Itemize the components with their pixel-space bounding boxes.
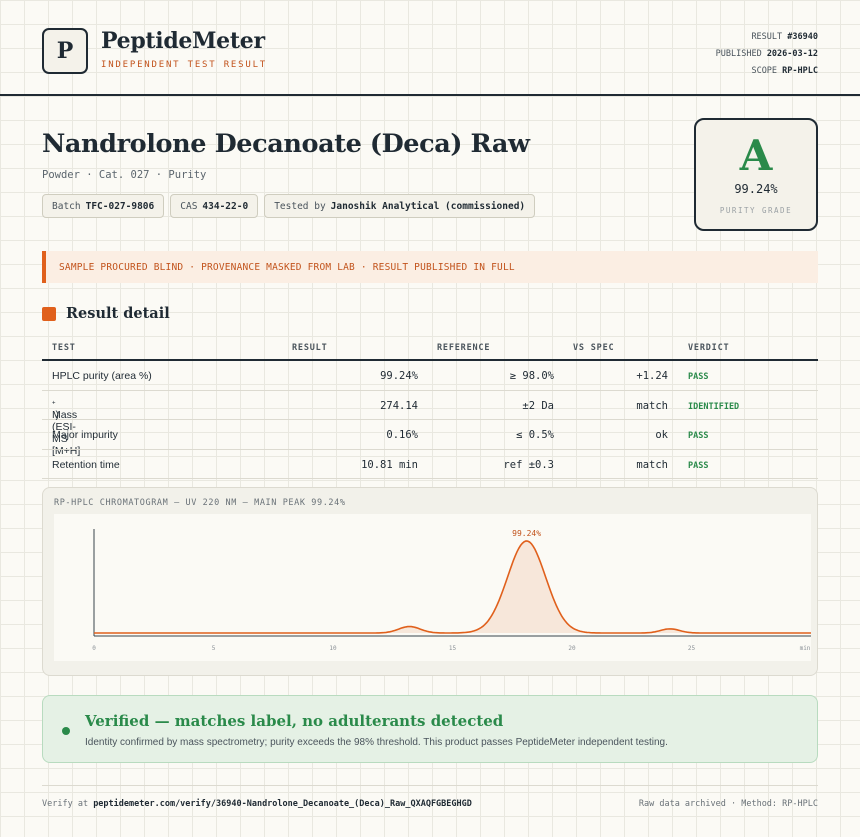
logo: P bbox=[42, 28, 88, 74]
header-result: RESULT bbox=[292, 343, 328, 353]
table-row: Major impurity 0.16% ≤ 0.5% ok PASS bbox=[42, 420, 818, 450]
product-chips: Batch TFC-027-9806 CAS 434-22-0 Tested by J… bbox=[42, 194, 536, 218]
cell-result: 0.16% bbox=[386, 429, 418, 441]
product-subtitle: Powder · Cat. 027 · Purity bbox=[42, 169, 207, 181]
peak-fill bbox=[94, 541, 811, 633]
cell-vs-spec: ok bbox=[655, 429, 668, 441]
chromatogram-svg: 99.24% 0 5 10 15 20 25 min bbox=[92, 529, 811, 652]
cell-test: Retention time bbox=[52, 458, 120, 471]
cell-test: HPLC purity (area %) bbox=[52, 370, 152, 382]
x-tick-label: min bbox=[800, 645, 811, 652]
table-row: HPLC purity (area %) 99.24% ≥ 98.0% +1.2… bbox=[42, 361, 818, 391]
cell-reference: ±2 Da bbox=[522, 399, 554, 412]
cell-test: Mass (ESI-MS [M+H] +) bbox=[52, 400, 80, 457]
chromatogram-plot: 99.24% 0 5 10 15 20 25 min bbox=[54, 514, 811, 661]
section-header: Result detail bbox=[42, 305, 170, 322]
brand-name: PeptideMeter bbox=[101, 28, 265, 54]
x-tick-label: 0 bbox=[92, 645, 96, 652]
verified-title: Verified — matches label, no adulterants… bbox=[85, 712, 504, 730]
table-header: TEST RESULT REFERENCE VS SPEC VERDICT bbox=[42, 338, 818, 361]
result-meta: RESULT #36940 PUBLISHED 2026-03-12 SCOPE… bbox=[716, 29, 818, 80]
tested-by-chip: Tested by Janoshik Analytical (commission… bbox=[264, 194, 536, 218]
verify-label: Verify at bbox=[42, 799, 89, 809]
verify-link[interactable]: peptidemeter.com/verify/36940-Nandrolone… bbox=[93, 799, 472, 809]
chromatogram-panel: RP-HPLC CHROMATOGRAM — UV 220 NM — MAIN … bbox=[42, 487, 818, 676]
cell-reference: ref ±0.3 bbox=[503, 458, 554, 471]
cell-vs-spec: match bbox=[636, 458, 668, 471]
verified-banner: Verified — matches label, no adulterants… bbox=[42, 695, 818, 763]
x-tick-label: 25 bbox=[688, 645, 696, 652]
x-tick-label: 15 bbox=[449, 645, 457, 652]
footer-verify: Verify at peptidemeter.com/verify/36940-… bbox=[42, 799, 472, 809]
peak-label: 99.24% bbox=[512, 529, 541, 538]
header-vs-spec: VS SPEC bbox=[573, 343, 615, 353]
cell-vs-spec: match bbox=[636, 399, 668, 412]
cell-result: 99.24% bbox=[380, 370, 418, 382]
cell-reference: ≥ 98.0% bbox=[509, 370, 554, 382]
product-title: Nandrolone Decanoate (Deca) Raw bbox=[42, 129, 530, 159]
table-row: Mass (ESI-MS [M+H] +) 274.14 ±2 Da match … bbox=[42, 391, 818, 457]
verified-dot-icon bbox=[62, 727, 70, 735]
grade-value: 99.24% bbox=[734, 182, 778, 196]
header-verdict: VERDICT bbox=[688, 343, 730, 353]
chip-value: TFC-027-9806 bbox=[85, 200, 155, 212]
brand-subtitle: INDEPENDENT TEST RESULT bbox=[101, 60, 268, 70]
chip-value: Janoshik Analytical (commissioned) bbox=[330, 200, 526, 212]
cas-chip: CAS 434-22-0 bbox=[170, 194, 259, 218]
grade-label: PURITY GRADE bbox=[719, 206, 793, 215]
cell-result: 274.14 bbox=[380, 399, 418, 412]
blind-sample-notice: SAMPLE PROCURED BLIND · PROVENANCE MASKE… bbox=[42, 251, 818, 283]
x-tick-label: 10 bbox=[329, 645, 337, 652]
header-reference: REFERENCE bbox=[437, 343, 491, 353]
scope-label: SCOPE bbox=[751, 66, 778, 76]
chip-label: CAS bbox=[180, 200, 198, 212]
cell-verdict: PASS bbox=[688, 460, 709, 471]
cell-verdict: PASS bbox=[688, 431, 709, 441]
cell-vs-spec: +1.24 bbox=[636, 370, 668, 382]
chip-label: Batch bbox=[52, 200, 81, 212]
grade-letter: A bbox=[739, 131, 773, 180]
published-label: PUBLISHED bbox=[715, 49, 762, 59]
result-label: RESULT bbox=[751, 32, 783, 42]
cell-verdict: IDENTIFIED bbox=[688, 401, 740, 412]
cell-reference: ≤ 0.5% bbox=[516, 429, 554, 441]
footer-method: Raw data archived · Method: RP-HPLC bbox=[638, 799, 818, 809]
cell-test-text: Mass (ESI-MS [M+H] bbox=[52, 408, 81, 457]
cell-test-end: ) bbox=[55, 408, 60, 421]
scope-value: RP-HPLC bbox=[782, 66, 818, 76]
chromatogram-title: RP-HPLC CHROMATOGRAM — UV 220 NM — MAIN … bbox=[54, 498, 346, 508]
table-row: Retention time 10.81 min ref ±0.3 match … bbox=[42, 450, 818, 479]
header-test: TEST bbox=[52, 343, 76, 353]
x-tick-label: 5 bbox=[212, 645, 216, 652]
cell-test-sup: + bbox=[52, 400, 56, 406]
verified-text: Identity confirmed by mass spectrometry;… bbox=[85, 737, 668, 748]
x-ticks: 0 5 10 15 20 25 min bbox=[92, 645, 811, 652]
header: P PeptideMeter INDEPENDENT TEST RESULT R… bbox=[0, 0, 860, 96]
section-title: Result detail bbox=[66, 305, 170, 322]
section-marker-icon bbox=[42, 306, 56, 321]
batch-chip: Batch TFC-027-9806 bbox=[42, 194, 165, 218]
result-id: #36940 bbox=[787, 32, 818, 42]
chip-value: 434-22-0 bbox=[202, 200, 249, 212]
published-date: 2026-03-12 bbox=[766, 49, 818, 59]
cell-test: Major impurity bbox=[52, 429, 118, 441]
footer-divider bbox=[42, 785, 818, 786]
chip-label: Tested by bbox=[274, 200, 326, 212]
cell-result: 10.81 min bbox=[361, 458, 418, 471]
trace-line bbox=[94, 540, 811, 634]
cell-verdict: PASS bbox=[688, 372, 709, 382]
results-table: TEST RESULT REFERENCE VS SPEC VERDICT HP… bbox=[42, 338, 818, 479]
purity-grade-card: A 99.24% PURITY GRADE bbox=[694, 118, 818, 231]
x-tick-label: 20 bbox=[568, 645, 576, 652]
